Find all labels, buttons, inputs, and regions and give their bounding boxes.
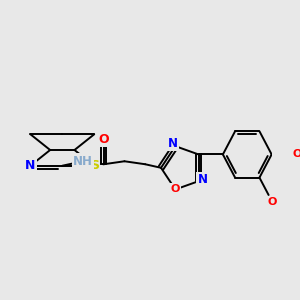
Text: S: S — [90, 159, 99, 172]
Text: N: N — [25, 159, 36, 172]
Text: N: N — [168, 137, 178, 150]
Text: NH: NH — [73, 155, 93, 168]
Text: O: O — [293, 149, 300, 159]
Text: N: N — [198, 173, 208, 186]
Text: O: O — [171, 184, 180, 194]
Text: O: O — [268, 197, 277, 207]
Text: O: O — [98, 133, 109, 146]
